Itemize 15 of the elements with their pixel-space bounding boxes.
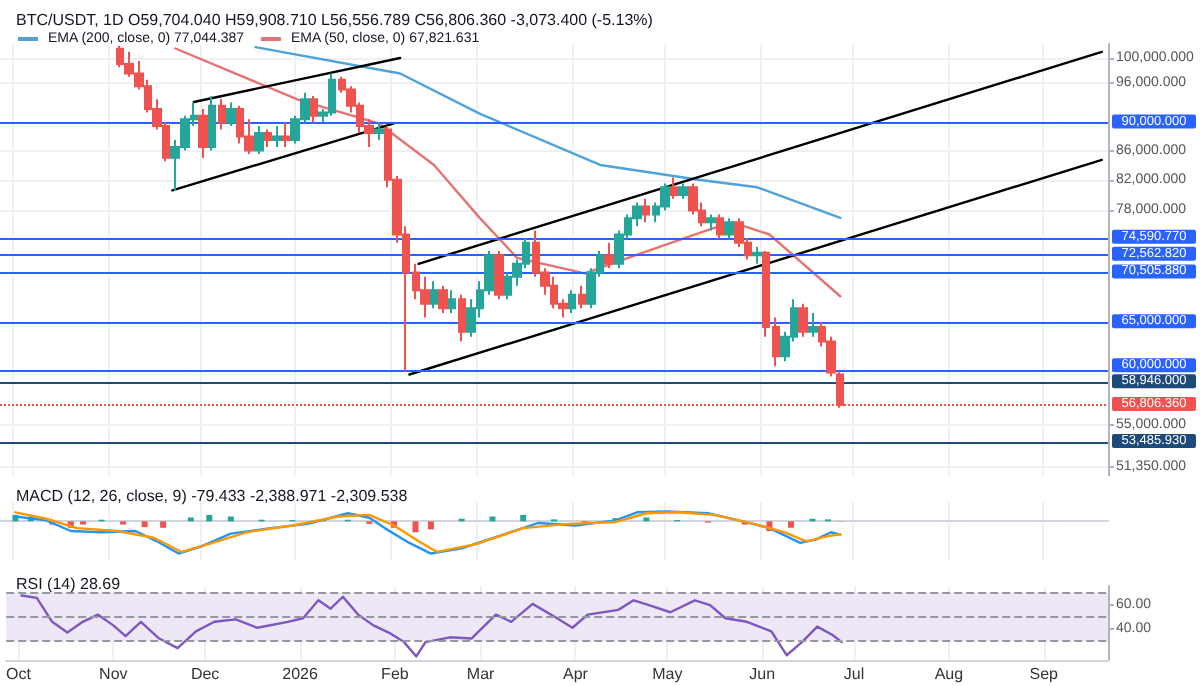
x-tick-label: Apr — [563, 665, 589, 683]
x-tick-label: 2026 — [282, 665, 319, 683]
chart-title: MACD (12, 26, close, 9) -79.433 -2,388.971 -2,309.538 — [16, 487, 409, 505]
x-tick-label: Feb — [381, 665, 410, 683]
x-tick-label: Aug — [934, 665, 964, 683]
x-tick-label: Sep — [1029, 665, 1060, 683]
x-tick-label: Oct — [5, 665, 33, 683]
x-tick-label: Jul — [843, 665, 865, 683]
x-tick-label: Dec — [190, 665, 220, 683]
x-tick-label: Nov — [99, 665, 128, 683]
chart-title: RSI (14) 28.69 — [16, 575, 122, 593]
x-tick-label: May — [652, 665, 683, 683]
x-tick-label: Jun — [749, 665, 776, 683]
chart-title: BTC/USDT, 1D O59,704.040 H59,908.710 L56,556.789 C56,806.360 -3,073.400 (-5.13%) — [16, 11, 654, 29]
x-tick-label: Mar — [466, 665, 496, 683]
